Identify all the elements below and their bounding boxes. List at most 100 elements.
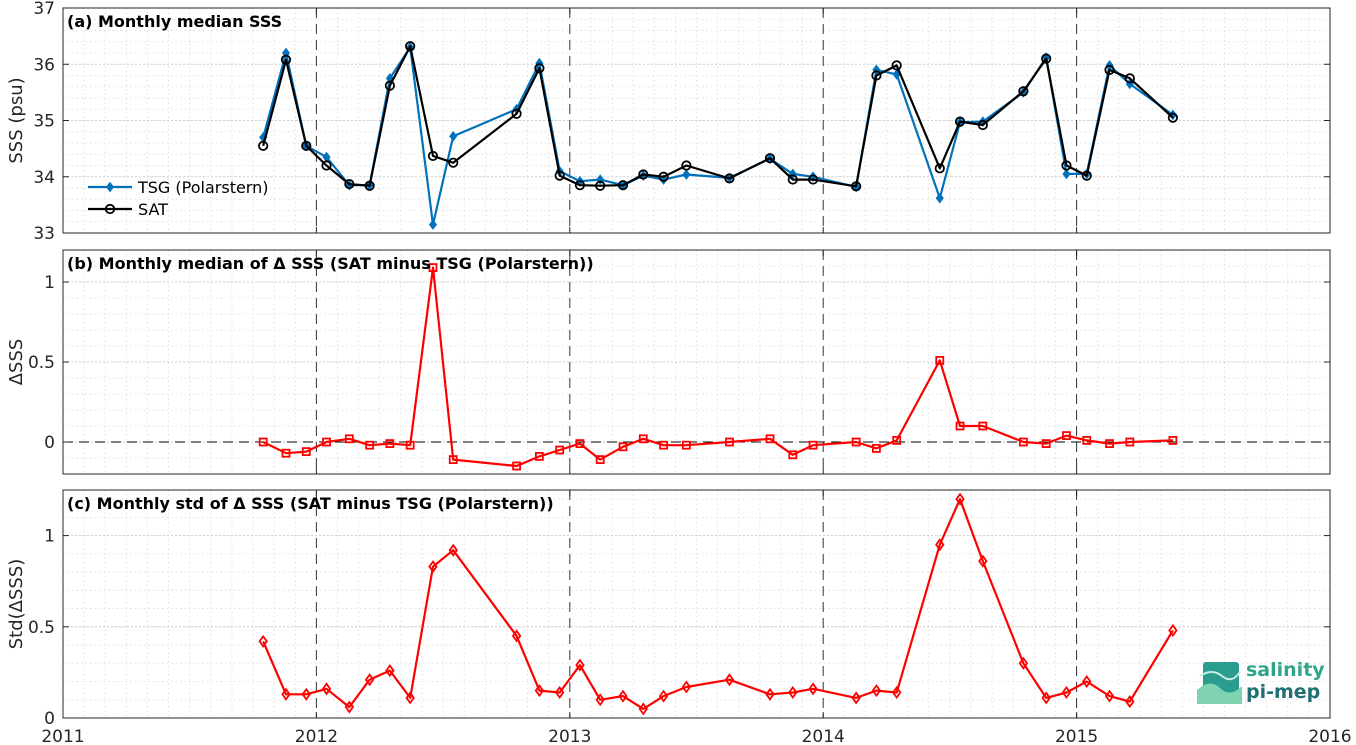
- data-point: [892, 435, 902, 445]
- data-point: [871, 684, 882, 698]
- data-point: [301, 447, 311, 457]
- legend-label: SAT: [138, 200, 168, 219]
- y-tick-label: 35: [33, 112, 55, 132]
- data-point: [385, 439, 395, 449]
- data-point: [385, 664, 395, 678]
- data-point: [281, 687, 291, 701]
- data-point: [1168, 435, 1178, 445]
- data-point: [851, 437, 861, 447]
- data-point: [511, 108, 522, 119]
- data-point: [365, 440, 375, 450]
- y-tick-label: 1: [44, 273, 55, 293]
- data-point: [658, 689, 669, 703]
- data-point: [595, 455, 605, 465]
- data-point: [1082, 674, 1092, 689]
- data-point: [955, 492, 965, 506]
- data-point: [807, 174, 819, 185]
- data-point: [1104, 689, 1115, 703]
- y-tick-label: 34: [33, 168, 55, 188]
- data-point: [725, 437, 734, 447]
- data-point: [1041, 53, 1052, 64]
- data-point: [449, 130, 458, 142]
- data-point: [808, 682, 818, 696]
- series-0: [258, 492, 1178, 716]
- data-point: [405, 691, 415, 705]
- data-point: [724, 673, 735, 687]
- y-tick-label: 0.5: [28, 618, 55, 638]
- x-tick-label: 2015: [1055, 727, 1098, 745]
- data-point: [681, 440, 691, 450]
- logo-line1: salinity: [1246, 659, 1325, 681]
- data-point: [1104, 64, 1115, 75]
- data-point: [872, 443, 881, 453]
- data-point: [851, 181, 862, 192]
- data-point: [618, 442, 628, 452]
- data-point: [1081, 170, 1092, 181]
- data-point: [1167, 112, 1178, 123]
- data-point: [891, 60, 902, 71]
- x-tick-label: 2013: [548, 727, 591, 745]
- legend-marker: [105, 181, 115, 193]
- panel-title: (b) Monthly median of Δ SSS (SAT minus T…: [67, 254, 594, 273]
- data-point: [681, 680, 692, 694]
- y-axis-label: Std(ΔSSS): [6, 559, 27, 650]
- data-point: [511, 629, 522, 643]
- y-tick-label: 36: [33, 55, 55, 75]
- data-point: [595, 693, 605, 707]
- data-point: [534, 63, 545, 74]
- y-tick-label: 0.5: [28, 353, 55, 373]
- data-point: [595, 180, 606, 191]
- y-tick-label: 37: [33, 0, 55, 19]
- data-point: [617, 180, 629, 191]
- data-point: [808, 440, 818, 450]
- chart-panels: 33 34 35 36 37 SSS (psu) (a) Monthly median SS…: [6, 0, 1352, 745]
- x-tick-label: 2014: [802, 727, 845, 745]
- data-point: [534, 684, 545, 698]
- data-point: [281, 448, 291, 458]
- legend-marker: [104, 203, 116, 215]
- data-point: [258, 634, 268, 648]
- data-point: [977, 119, 988, 131]
- x-tick-label: 2012: [295, 727, 338, 745]
- data-point: [788, 685, 798, 700]
- data-point: [575, 439, 585, 449]
- panel-2: 0 0.5 1 2011 2012 2013 2014 2015 2016 Std(ΔSSS) (c…: [6, 489, 1352, 745]
- data-point: [321, 682, 332, 696]
- data-point: [281, 47, 291, 59]
- data-point: [344, 178, 355, 190]
- data-point: [851, 691, 861, 705]
- data-point: [405, 440, 415, 450]
- data-point: [724, 173, 735, 184]
- data-point: [1168, 623, 1178, 637]
- data-point: [1062, 431, 1071, 441]
- data-point: [1125, 695, 1135, 709]
- logo: salinity pi-mep: [1197, 659, 1325, 704]
- data-point: [428, 263, 438, 273]
- data-point: [512, 461, 521, 471]
- data-point: [427, 150, 439, 162]
- y-tick-label: 0: [44, 709, 55, 729]
- data-point: [871, 70, 882, 81]
- data-point: [1061, 160, 1072, 171]
- data-point: [344, 434, 354, 444]
- data-point: [682, 169, 691, 180]
- data-point: [1082, 435, 1092, 445]
- data-point: [1062, 168, 1071, 180]
- panel-1: 0 0.5 1 ΔSSS (b) Monthly median of Δ SSS (SA…: [6, 249, 1331, 475]
- data-point: [258, 437, 268, 447]
- x-tick-label: 2016: [1308, 727, 1351, 745]
- data-point: [321, 160, 332, 171]
- panel-0: 33 34 35 36 37 SSS (psu) (a) Monthly median SS…: [6, 0, 1331, 244]
- data-point: [1041, 691, 1051, 705]
- data-point: [1041, 439, 1051, 449]
- wave-icon: [1197, 662, 1242, 704]
- data-point: [322, 437, 331, 447]
- data-point: [384, 80, 395, 91]
- data-point: [405, 41, 416, 52]
- data-point: [534, 451, 544, 461]
- y-tick-label: 0: [44, 433, 55, 453]
- y-axis-label: ΔSSS: [6, 339, 27, 386]
- data-point: [935, 538, 945, 552]
- series-0: [258, 263, 1178, 471]
